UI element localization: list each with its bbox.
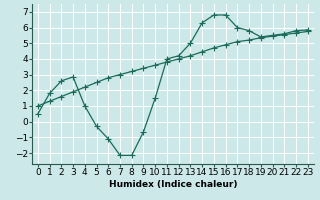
X-axis label: Humidex (Indice chaleur): Humidex (Indice chaleur) [108, 180, 237, 189]
